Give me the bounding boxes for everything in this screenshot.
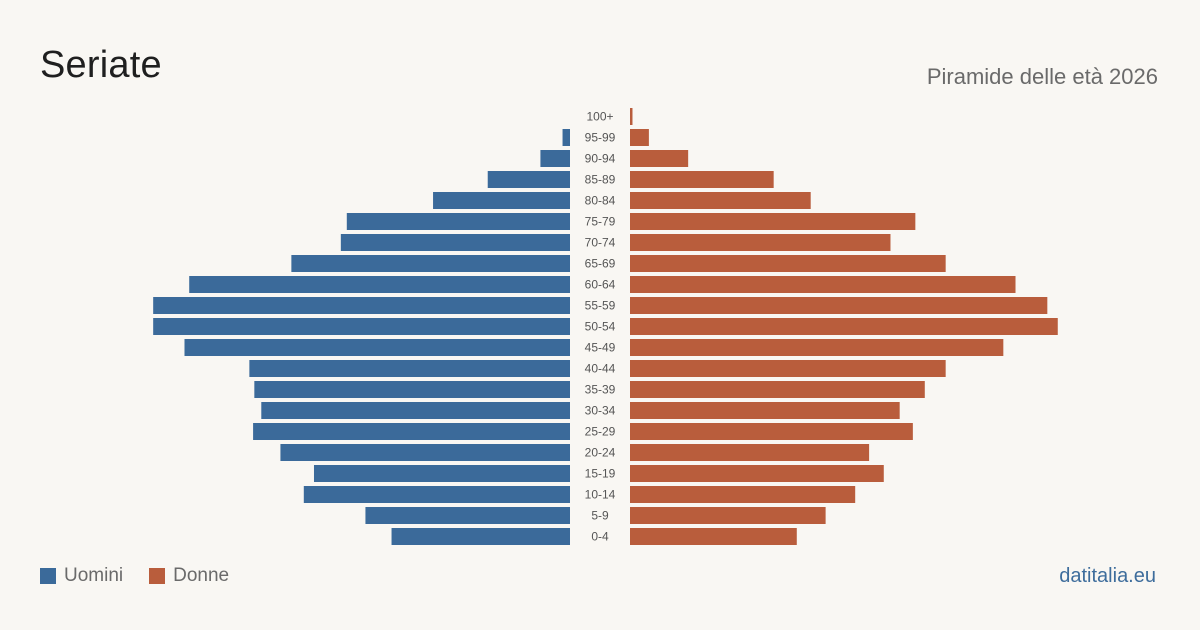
age-label-30-34: 30-34 <box>585 404 616 418</box>
bar-women-90-94 <box>630 150 689 167</box>
age-label-95-99: 95-99 <box>585 131 616 145</box>
bar-women-70-74 <box>630 234 891 251</box>
bar-women-35-39 <box>630 381 925 398</box>
bar-men-95-99 <box>562 129 570 146</box>
bar-women-20-24 <box>630 444 870 461</box>
bar-men-20-24 <box>280 444 570 461</box>
bar-men-0-4 <box>391 528 570 545</box>
bar-women-80-84 <box>630 192 811 209</box>
age-label-15-19: 15-19 <box>585 467 616 481</box>
bar-women-75-79 <box>630 213 916 230</box>
bar-women-95-99 <box>630 129 649 146</box>
bar-men-30-34 <box>261 402 570 419</box>
bar-women-5-9 <box>630 507 826 524</box>
age-label-25-29: 25-29 <box>585 425 616 439</box>
bar-women-25-29 <box>630 423 913 440</box>
bar-men-75-79 <box>346 213 570 230</box>
bar-women-55-59 <box>630 297 1048 314</box>
age-label-50-54: 50-54 <box>585 320 616 334</box>
bar-women-15-19 <box>630 465 884 482</box>
legend-item-women: Donne <box>149 565 229 587</box>
bar-men-10-14 <box>303 486 570 503</box>
bar-men-50-54 <box>153 318 571 335</box>
bar-women-40-44 <box>630 360 946 377</box>
bar-women-50-54 <box>630 318 1058 335</box>
age-label-90-94: 90-94 <box>585 152 616 166</box>
bar-men-80-84 <box>433 192 570 209</box>
bar-women-65-69 <box>630 255 946 272</box>
bar-men-40-44 <box>249 360 570 377</box>
bar-men-15-19 <box>313 465 570 482</box>
bar-women-85-89 <box>630 171 774 188</box>
bar-men-90-94 <box>540 150 570 167</box>
legend-swatch-women <box>149 568 166 584</box>
legend-swatch-men <box>40 568 56 584</box>
age-label-80-84: 80-84 <box>585 194 616 208</box>
bar-men-5-9 <box>365 507 570 524</box>
age-label-20-24: 20-24 <box>585 446 616 460</box>
bar-men-65-69 <box>291 255 570 272</box>
bar-men-35-39 <box>254 381 570 398</box>
age-label-85-89: 85-89 <box>585 173 616 187</box>
bar-men-70-74 <box>340 234 570 251</box>
bar-women-30-34 <box>630 402 900 419</box>
legend-item-men: Uomini <box>40 565 123 587</box>
bar-women-45-49 <box>630 339 1004 356</box>
chart-subtitle: Piramide delle età 2026 <box>926 64 1158 89</box>
bar-men-25-29 <box>253 423 571 440</box>
bar-women-60-64 <box>630 276 1016 293</box>
bar-men-55-59 <box>153 297 571 314</box>
bar-men-60-64 <box>189 276 570 293</box>
age-label-45-49: 45-49 <box>585 341 616 355</box>
legend-label-women: Donne <box>173 565 230 586</box>
age-label-35-39: 35-39 <box>585 383 616 397</box>
bar-women-0-4 <box>630 528 797 545</box>
bar-women-100+ <box>630 108 633 125</box>
source-link[interactable]: datitalia.eu <box>1059 565 1156 587</box>
age-label-10-14: 10-14 <box>585 488 616 502</box>
age-label-5-9: 5-9 <box>591 509 609 523</box>
legend: Uomini Donne <box>40 565 229 587</box>
age-label-60-64: 60-64 <box>585 278 616 292</box>
age-label-100+: 100+ <box>586 110 613 124</box>
bar-women-10-14 <box>630 486 856 503</box>
age-label-0-4: 0-4 <box>591 530 609 544</box>
age-label-65-69: 65-69 <box>585 257 616 271</box>
age-label-40-44: 40-44 <box>585 362 616 376</box>
age-label-55-59: 55-59 <box>585 299 616 313</box>
bar-men-85-89 <box>487 171 570 188</box>
legend-label-men: Uomini <box>64 565 124 586</box>
bar-men-45-49 <box>184 339 570 356</box>
chart-title: Seriate <box>40 44 162 86</box>
age-label-70-74: 70-74 <box>585 236 616 250</box>
age-label-75-79: 75-79 <box>585 215 616 229</box>
